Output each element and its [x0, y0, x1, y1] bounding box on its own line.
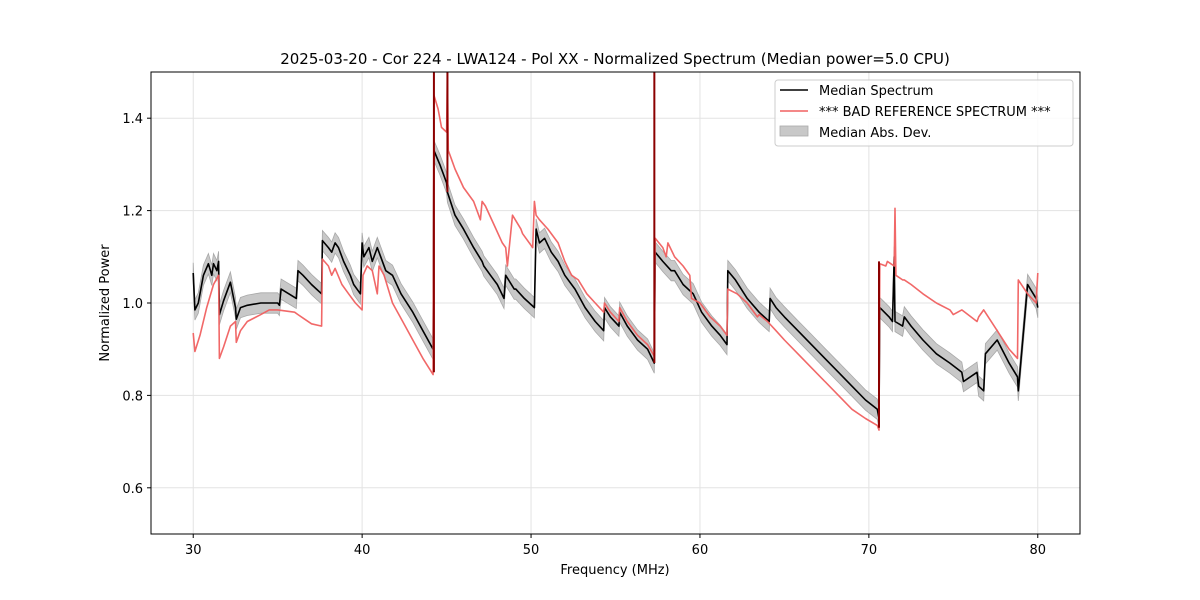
x-axis: 30 40 50 60 70 80: [185, 534, 1046, 558]
x-tick-label: 80: [1029, 543, 1046, 558]
y-tick-label: 0.8: [122, 389, 143, 404]
y-tick-label: 0.6: [122, 482, 143, 497]
x-axis-label: Frequency (MHz): [560, 563, 669, 578]
series-layer: [192, 72, 1039, 431]
y-axis-label: Normalized Power: [98, 244, 113, 362]
legend-label-bad-reference: *** BAD REFERENCE SPECTRUM ***: [819, 105, 1051, 120]
x-tick-label: 30: [185, 543, 202, 558]
x-tick-label: 50: [523, 543, 540, 558]
legend: Median Spectrum *** BAD REFERENCE SPECTR…: [774, 79, 1074, 147]
x-tick-label: 40: [354, 543, 371, 558]
legend-label-median: Median Spectrum: [819, 84, 933, 99]
y-axis: 0.6 0.8 1.0 1.2 1.4: [122, 112, 151, 497]
plot-area: 30 40 50 60 70 80 0.6 0.8 1.0 1.2 1.4: [122, 71, 1081, 558]
y-tick-label: 1.2: [122, 205, 143, 220]
y-tick-label: 1.4: [122, 112, 143, 127]
legend-box: [774, 79, 1074, 147]
median-spectrum-line: [192, 149, 1039, 420]
y-tick-label: 1.0: [122, 297, 143, 312]
x-tick-label: 60: [692, 543, 709, 558]
legend-swatch-mad: [779, 125, 809, 137]
mad-band: [192, 140, 1039, 429]
x-tick-label: 70: [861, 543, 878, 558]
grid: [151, 72, 1080, 534]
bad-reference-line: [192, 72, 1039, 431]
legend-label-mad: Median Abs. Dev.: [819, 126, 931, 141]
chart-title: 2025-03-20 - Cor 224 - LWA124 - Pol XX -…: [280, 50, 950, 68]
